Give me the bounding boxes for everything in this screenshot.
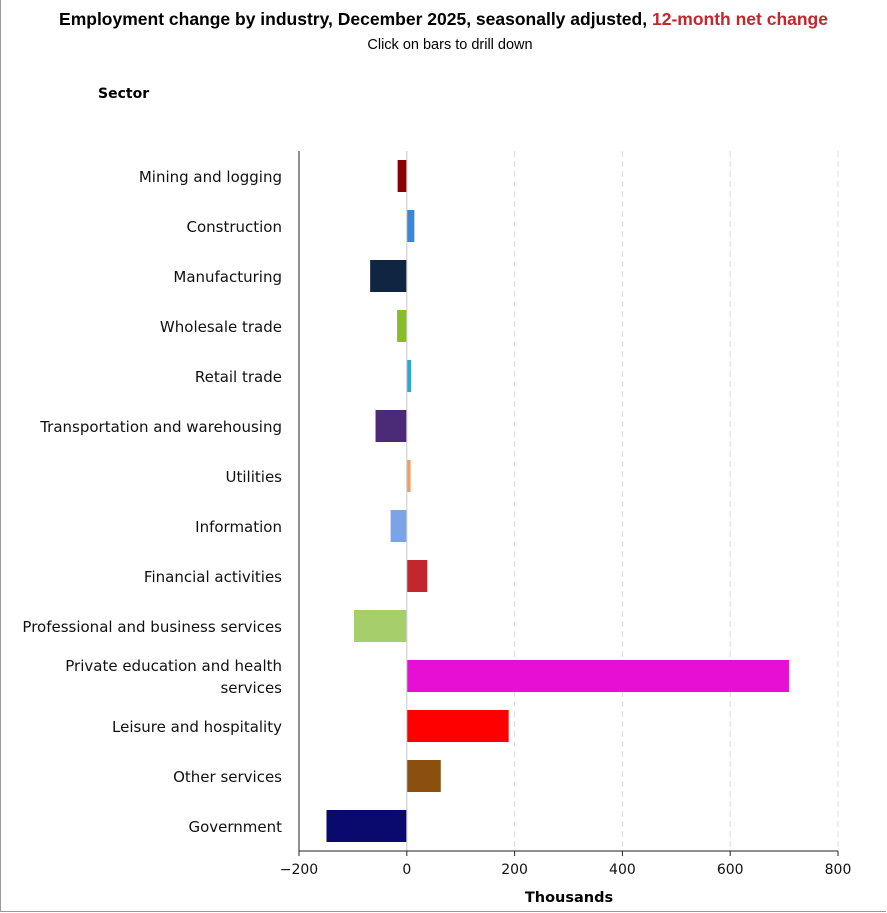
bar-13[interactable]: [326, 810, 407, 842]
bar-3[interactable]: [397, 310, 407, 342]
bar-4[interactable]: [406, 360, 412, 392]
category-labels: Mining and logging Construction Manufactur…: [22, 168, 282, 836]
bar-8[interactable]: [406, 560, 428, 592]
x-tick-label: 200: [501, 862, 528, 878]
bar-12[interactable]: [406, 760, 441, 792]
category-label: Private education and health services: [65, 657, 282, 697]
category-label: Construction: [186, 218, 282, 236]
bar-5[interactable]: [375, 410, 407, 442]
gridlines: [406, 151, 839, 851]
bar-10[interactable]: [406, 660, 789, 692]
category-label: Wholesale trade: [160, 318, 282, 336]
axes: [298, 151, 839, 856]
bar-6[interactable]: [406, 460, 411, 492]
bar-2[interactable]: [370, 260, 407, 292]
chart-title: Employment change by industry, December …: [0, 9, 887, 30]
category-label: Information: [195, 518, 282, 536]
bars: [326, 160, 789, 842]
tick-labels: −200 0 200 400 600 800: [280, 862, 852, 878]
bar-11[interactable]: [406, 710, 509, 742]
category-label: Financial activities: [144, 568, 282, 586]
chart-subtitle: Click on bars to drill down: [367, 37, 533, 53]
category-label: Professional and business services: [22, 618, 282, 636]
y-axis-title: Sector: [98, 86, 150, 102]
category-label: Mining and logging: [139, 168, 282, 186]
category-label: Other services: [173, 768, 282, 786]
category-label: Transportation and warehousing: [39, 418, 282, 436]
category-label: Retail trade: [195, 368, 282, 386]
bar-7[interactable]: [390, 510, 407, 542]
x-tick-label: 800: [825, 862, 852, 878]
bar-0[interactable]: [397, 160, 407, 192]
x-tick-label: 400: [609, 862, 636, 878]
category-label: Manufacturing: [173, 268, 282, 286]
category-label: Leisure and hospitality: [112, 718, 282, 736]
bar-1[interactable]: [406, 210, 415, 242]
chart-title-main: Employment change by industry, December …: [59, 9, 648, 29]
x-tick-label: −200: [280, 862, 318, 878]
x-tick-label: 0: [402, 862, 411, 878]
category-label: Utilities: [226, 468, 283, 486]
chart-title-accent: 12-month net change: [651, 9, 828, 29]
x-axis-title: Thousands: [525, 890, 613, 906]
category-label: Government: [188, 818, 282, 836]
x-tick-label: 600: [717, 862, 744, 878]
bar-9[interactable]: [353, 610, 407, 642]
